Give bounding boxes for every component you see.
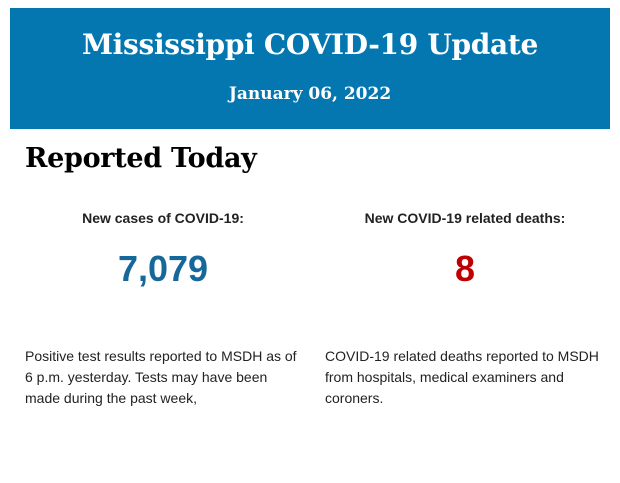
new-deaths-description: COVID-19 related deaths reported to MSDH… <box>325 348 599 406</box>
header-banner: Mississippi COVID-19 Update January 06, … <box>10 8 610 129</box>
section-heading: Reported Today <box>25 143 257 174</box>
new-cases-description: Positive test results reported to MSDH a… <box>25 348 297 406</box>
new-deaths-panel: New COVID-19 related deaths: 8 COVID-19 … <box>325 210 605 406</box>
new-deaths-label: New COVID-19 related deaths: <box>364 210 566 226</box>
new-cases-panel: New cases of COVID-19: 7,079 Positive te… <box>25 210 305 406</box>
new-cases-value: 7,079 <box>117 248 209 289</box>
page-title: Mississippi COVID-19 Update <box>81 28 538 61</box>
update-date: January 06, 2022 <box>228 84 392 104</box>
new-deaths-value: 8 <box>454 248 476 289</box>
new-cases-label: New cases of COVID-19: <box>82 210 244 226</box>
